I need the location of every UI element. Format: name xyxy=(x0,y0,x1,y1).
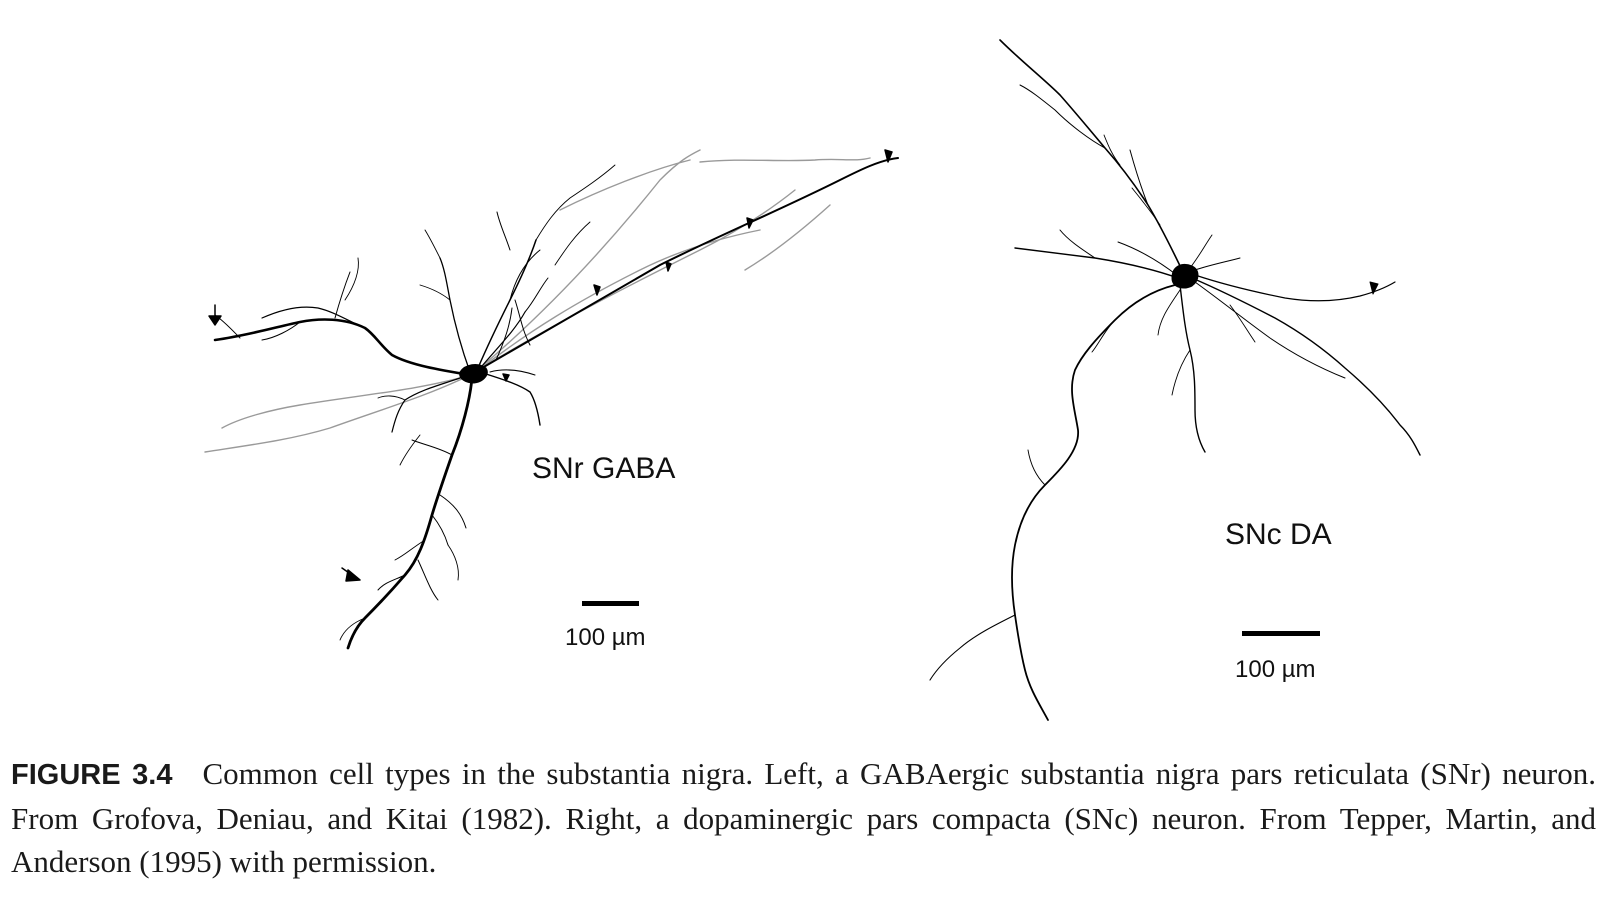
figure-caption: FIGURE 3.4 Common cell types in the subst… xyxy=(11,752,1596,883)
snc-scale-label: 100 µm xyxy=(1235,656,1316,683)
snr-light-processes xyxy=(204,149,871,453)
snc-soma xyxy=(1171,264,1199,289)
snr-scale-label: 100 µm xyxy=(565,624,646,651)
snc-dark-processes xyxy=(929,39,1421,721)
snr-gaba-neuron xyxy=(204,149,899,650)
snc-scale-bar xyxy=(1242,631,1320,636)
snc-da-neuron xyxy=(929,39,1421,721)
snc-arrow-marker xyxy=(1369,281,1379,295)
snc-da-label: SNc DA xyxy=(1225,518,1332,551)
snr-dark-processes xyxy=(213,157,899,650)
snr-gaba-label: SNr GABA xyxy=(532,452,676,485)
neuron-drawings xyxy=(204,39,1421,721)
caption-text: Common cell types in the substantia nigr… xyxy=(11,756,1596,879)
figure-panel: SNr GABA 100 µm SNc DA 100 µm xyxy=(204,39,1421,721)
snr-scale-bar xyxy=(582,601,639,606)
figure-number: FIGURE 3.4 xyxy=(11,759,173,791)
snr-soma xyxy=(459,364,488,384)
snr-arrow-markers xyxy=(208,149,893,582)
